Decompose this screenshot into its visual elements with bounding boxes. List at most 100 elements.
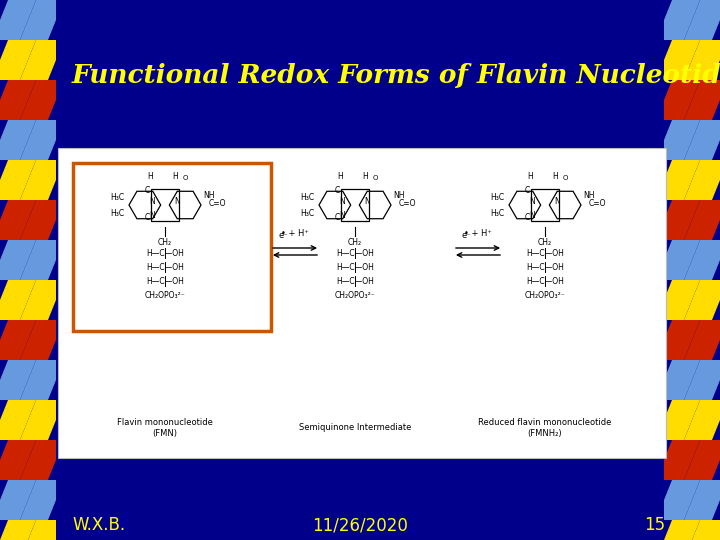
Polygon shape [20, 280, 64, 320]
Polygon shape [20, 200, 64, 240]
Text: H—C—OH: H—C—OH [336, 276, 374, 286]
Text: CH₂: CH₂ [158, 238, 172, 247]
Polygon shape [656, 280, 700, 320]
Polygon shape [684, 0, 720, 40]
Polygon shape [20, 40, 64, 80]
Text: Flavin mononucleotide
(FMN): Flavin mononucleotide (FMN) [117, 418, 213, 438]
Text: Reduced flavin mononucleotide
(FMNH₂): Reduced flavin mononucleotide (FMNH₂) [478, 418, 612, 438]
Text: CH₂OPO₃²⁻: CH₂OPO₃²⁻ [525, 291, 565, 300]
Polygon shape [20, 480, 64, 520]
Text: H—C—OH: H—C—OH [526, 276, 564, 286]
Text: C=O: C=O [209, 199, 227, 207]
Polygon shape [20, 120, 64, 160]
Text: C: C [334, 186, 339, 195]
Polygon shape [20, 240, 64, 280]
Text: C: C [524, 213, 529, 222]
Text: e⁻: e⁻ [278, 231, 288, 240]
Text: NH: NH [583, 191, 595, 199]
Text: H: H [362, 172, 368, 181]
Text: C: C [334, 213, 339, 222]
Text: C=O: C=O [399, 199, 416, 207]
Polygon shape [20, 80, 64, 120]
Text: N: N [340, 211, 346, 219]
Polygon shape [684, 240, 720, 280]
Polygon shape [656, 200, 700, 240]
Text: N: N [530, 211, 536, 219]
Polygon shape [684, 120, 720, 160]
Polygon shape [684, 360, 720, 400]
Polygon shape [656, 240, 700, 280]
Text: H—C—OH: H—C—OH [336, 262, 374, 272]
Text: H—C—OH: H—C—OH [526, 248, 564, 258]
Text: O: O [372, 175, 378, 181]
Polygon shape [0, 240, 36, 280]
Text: • + H⁺: • + H⁺ [464, 229, 492, 238]
Polygon shape [0, 520, 36, 540]
Polygon shape [656, 80, 700, 120]
Text: C=O: C=O [589, 199, 606, 207]
Text: CH₂: CH₂ [538, 238, 552, 247]
Polygon shape [20, 360, 64, 400]
Polygon shape [0, 200, 36, 240]
Text: C: C [144, 186, 150, 195]
Polygon shape [684, 520, 720, 540]
Text: W.X.B.: W.X.B. [72, 516, 125, 534]
Text: O: O [562, 175, 568, 181]
Text: H—C—OH: H—C—OH [146, 248, 184, 258]
Polygon shape [20, 320, 64, 360]
Polygon shape [684, 40, 720, 80]
Text: • + H⁺: • + H⁺ [281, 229, 309, 238]
Text: H: H [147, 172, 153, 181]
Polygon shape [684, 440, 720, 480]
Polygon shape [0, 480, 36, 520]
Polygon shape [20, 400, 64, 440]
Text: N: N [150, 198, 156, 206]
Polygon shape [656, 440, 700, 480]
Polygon shape [684, 400, 720, 440]
Text: H: H [527, 172, 533, 181]
Polygon shape [0, 80, 36, 120]
Polygon shape [656, 0, 700, 40]
Text: O: O [182, 175, 188, 181]
Text: C: C [524, 186, 529, 195]
Text: H: H [552, 172, 558, 181]
Polygon shape [684, 320, 720, 360]
Polygon shape [684, 200, 720, 240]
Text: H₃C: H₃C [490, 192, 504, 201]
Text: H: H [337, 172, 343, 181]
Polygon shape [0, 400, 36, 440]
Text: H—C—OH: H—C—OH [336, 248, 374, 258]
Polygon shape [684, 280, 720, 320]
Polygon shape [0, 320, 36, 360]
Text: 15: 15 [644, 516, 665, 534]
Polygon shape [656, 400, 700, 440]
Text: N: N [174, 198, 180, 206]
Polygon shape [0, 160, 36, 200]
Text: N: N [554, 198, 560, 206]
Text: CH₂: CH₂ [348, 238, 362, 247]
FancyBboxPatch shape [58, 148, 666, 458]
Text: e⁻: e⁻ [462, 231, 471, 240]
Text: NH: NH [393, 191, 405, 199]
Text: H: H [172, 172, 178, 181]
Polygon shape [656, 360, 700, 400]
Polygon shape [684, 80, 720, 120]
Text: H₃C: H₃C [300, 208, 314, 218]
Text: CH₂OPO₃²⁻: CH₂OPO₃²⁻ [335, 291, 375, 300]
Polygon shape [20, 440, 64, 480]
Text: CH₂OPO₃²⁻: CH₂OPO₃²⁻ [145, 291, 185, 300]
Text: H₃C: H₃C [490, 208, 504, 218]
Polygon shape [684, 480, 720, 520]
Text: 11/26/2020: 11/26/2020 [312, 516, 408, 534]
Polygon shape [656, 40, 700, 80]
Text: NH: NH [203, 191, 215, 199]
Polygon shape [0, 440, 36, 480]
Polygon shape [0, 40, 36, 80]
Text: Functional Redox Forms of Flavin Nucleotides: Functional Redox Forms of Flavin Nucleot… [72, 63, 720, 87]
Text: H—C—OH: H—C—OH [146, 276, 184, 286]
Polygon shape [656, 520, 700, 540]
Polygon shape [656, 160, 700, 200]
Text: Semiquinone Intermediate: Semiquinone Intermediate [299, 423, 411, 433]
Text: H₃C: H₃C [300, 192, 314, 201]
Text: N: N [340, 198, 346, 206]
